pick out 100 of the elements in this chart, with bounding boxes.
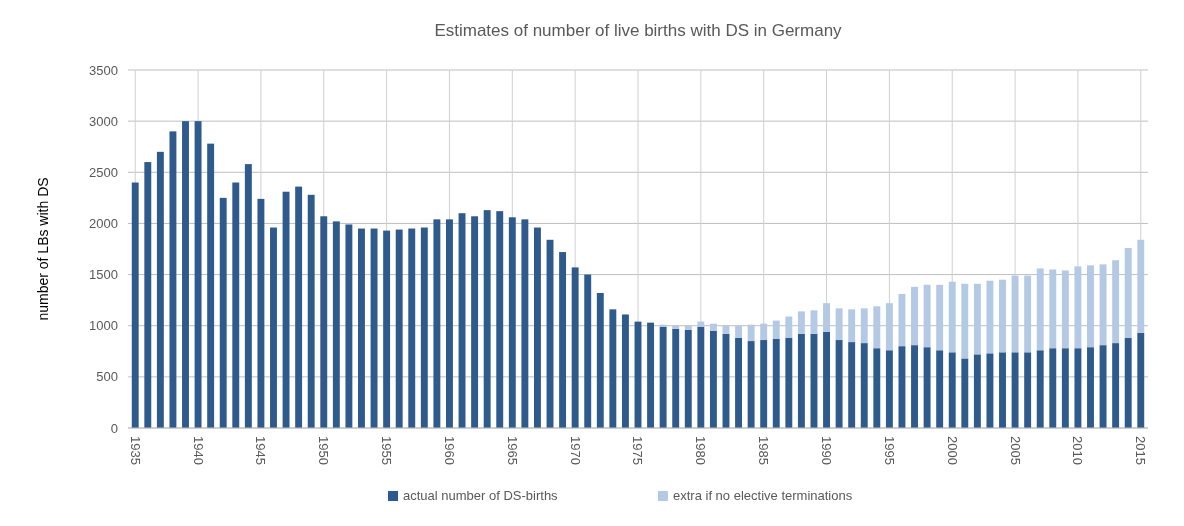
bar bbox=[936, 284, 944, 351]
bar bbox=[358, 228, 365, 428]
bar bbox=[709, 330, 717, 428]
bar bbox=[885, 350, 893, 428]
legend-label: actual number of DS-births bbox=[403, 488, 559, 503]
bar bbox=[508, 217, 516, 428]
bar bbox=[747, 341, 755, 428]
bar bbox=[571, 267, 579, 428]
bar bbox=[257, 198, 265, 428]
bar bbox=[559, 252, 567, 428]
bar bbox=[873, 306, 881, 349]
bar bbox=[1061, 348, 1069, 428]
bar bbox=[848, 342, 856, 428]
x-tick-label: 1955 bbox=[379, 436, 395, 465]
bar bbox=[672, 325, 680, 329]
y-tick-label: 1000 bbox=[89, 318, 118, 334]
y-axis-title: number of LBs with DS bbox=[35, 177, 51, 321]
bar bbox=[194, 121, 202, 428]
bar bbox=[999, 352, 1006, 428]
bar bbox=[760, 340, 768, 428]
bar bbox=[1011, 352, 1019, 428]
bar bbox=[860, 308, 868, 344]
bar bbox=[433, 219, 441, 428]
y-tick-label: 3500 bbox=[89, 62, 118, 78]
bar bbox=[1049, 269, 1057, 349]
bar bbox=[533, 227, 541, 428]
y-tick-label: 500 bbox=[96, 369, 118, 385]
x-tick-label: 2005 bbox=[1007, 436, 1023, 465]
bar bbox=[144, 162, 152, 428]
x-tick-label: 1940 bbox=[190, 436, 206, 465]
bar bbox=[383, 230, 391, 428]
bar bbox=[961, 283, 969, 359]
bar bbox=[1074, 348, 1082, 428]
bar bbox=[1099, 345, 1107, 428]
bar bbox=[986, 353, 994, 428]
y-tick-label: 2500 bbox=[89, 164, 118, 180]
bar bbox=[1024, 275, 1032, 353]
bar bbox=[1137, 332, 1145, 428]
bar bbox=[1124, 247, 1132, 338]
bar bbox=[735, 337, 743, 428]
y-tick-label: 2000 bbox=[89, 215, 118, 231]
bar bbox=[521, 219, 529, 428]
bar bbox=[873, 348, 881, 428]
bar bbox=[295, 186, 303, 428]
x-tick-label: 1995 bbox=[881, 436, 897, 465]
bar bbox=[684, 325, 692, 330]
y-tick-label: 3000 bbox=[89, 113, 118, 129]
bar bbox=[1011, 275, 1019, 353]
bar bbox=[684, 329, 692, 428]
bar bbox=[823, 331, 830, 428]
bar bbox=[936, 350, 944, 428]
bar bbox=[948, 352, 956, 428]
x-tick-label: 2015 bbox=[1133, 436, 1149, 465]
bar bbox=[395, 229, 403, 428]
bar bbox=[332, 221, 340, 428]
bar bbox=[747, 324, 755, 342]
bar bbox=[760, 323, 768, 341]
bar bbox=[772, 339, 780, 428]
bar bbox=[659, 324, 667, 327]
bar bbox=[923, 284, 931, 348]
bar bbox=[898, 346, 906, 428]
bar bbox=[860, 343, 868, 428]
x-tick-label: 1950 bbox=[316, 436, 332, 465]
bar bbox=[697, 326, 705, 428]
bar bbox=[244, 164, 252, 428]
bar bbox=[1112, 343, 1120, 428]
x-tick-label: 1935 bbox=[127, 436, 143, 465]
bar bbox=[1036, 350, 1044, 428]
bar bbox=[923, 347, 931, 428]
bar bbox=[797, 333, 805, 428]
bar bbox=[420, 227, 428, 428]
x-tick-label: 1970 bbox=[567, 436, 583, 465]
bar bbox=[169, 131, 177, 428]
bar bbox=[320, 216, 328, 428]
bar bbox=[1099, 264, 1107, 346]
bar bbox=[408, 228, 416, 428]
bar bbox=[999, 279, 1006, 353]
bar bbox=[1137, 239, 1145, 333]
bar bbox=[219, 197, 227, 428]
bar bbox=[672, 328, 680, 428]
bar bbox=[1124, 337, 1132, 428]
bar bbox=[911, 286, 918, 346]
bar bbox=[1049, 348, 1057, 428]
bar bbox=[797, 311, 805, 334]
chart-title: Estimates of number of live births with DS in Germany bbox=[434, 21, 843, 40]
bar bbox=[446, 219, 453, 428]
bar bbox=[584, 274, 592, 428]
bar bbox=[835, 340, 843, 428]
bar bbox=[772, 320, 780, 340]
bar bbox=[182, 121, 189, 428]
bar bbox=[986, 280, 994, 354]
bar bbox=[496, 211, 504, 428]
bar bbox=[961, 358, 969, 428]
bar bbox=[823, 303, 830, 332]
bar bbox=[1061, 270, 1069, 349]
bar bbox=[973, 283, 981, 355]
x-tick-label: 1985 bbox=[756, 436, 772, 465]
bar bbox=[785, 316, 793, 338]
x-tick-label: 2010 bbox=[1070, 436, 1086, 465]
bar bbox=[483, 210, 491, 428]
